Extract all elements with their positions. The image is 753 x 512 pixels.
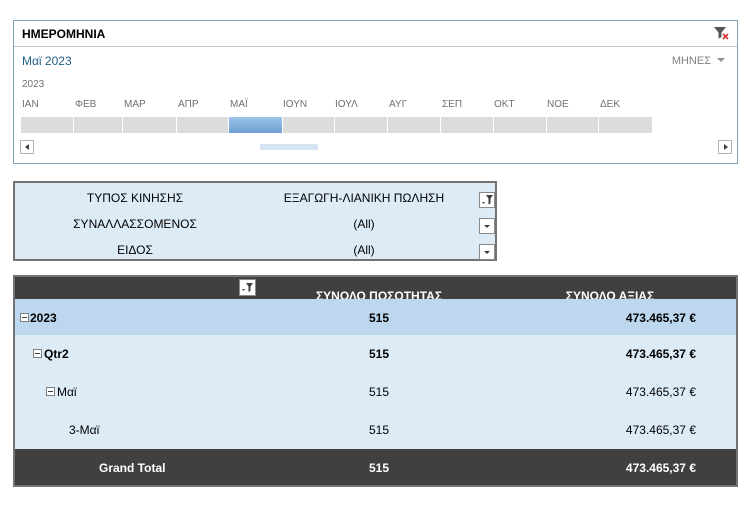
timeline-slicer: ΗΜΕΡΟΜΗΝΙΑ Μαϊ 2023 ΜΗΝΕΣ 2023 ΙΑΝ ΦΕΒ Μ… — [13, 20, 738, 164]
collapse-icon[interactable] — [33, 349, 42, 358]
month-label: ΙΟΥΝ — [283, 99, 308, 110]
filter-row: ΕΙΔΟΣ (All) — [15, 237, 495, 263]
arrow-right-icon — [724, 144, 728, 150]
timeline-selected-range: Μαϊ 2023 — [22, 54, 72, 68]
grand-total-value: 473.465,37 € — [625, 461, 696, 475]
arrow-left-icon — [25, 144, 29, 150]
row-value: 473.465,37 € — [625, 311, 696, 325]
time-level-dropdown[interactable]: ΜΗΝΕΣ — [672, 55, 725, 67]
collapse-icon[interactable] — [20, 313, 29, 322]
pivot-grand-total-row: Grand Total 515 473.465,37 € — [15, 449, 736, 485]
filter-dropdown-button[interactable] — [479, 192, 495, 208]
month-label: ΑΥΓ — [389, 99, 408, 110]
pivot-row-year: 2023 515 473.465,37 € — [15, 299, 736, 335]
filter-value: (All) — [353, 243, 375, 257]
filter-label: ΤΥΠΟΣ ΚΙΝΗΣΗΣ — [86, 191, 184, 205]
month-label: ΙΟΥΛ — [335, 99, 358, 110]
timeline-title: ΗΜΕΡΟΜΗΝΙΑ — [22, 27, 106, 41]
timeline-month-bar-aug[interactable] — [388, 117, 440, 133]
month-label: ΜΑΡ — [124, 99, 146, 110]
scroll-left-button[interactable] — [20, 140, 34, 154]
funnel-filter-icon — [482, 195, 493, 205]
pivot-table: ΣΥΝΟΛΟ ΠΟΣΟΤΗΤΑΣ ΣΥΝΟΛΟ ΑΞΙΑΣ 2023 515 4… — [13, 275, 738, 487]
row-labels-filter-button[interactable] — [239, 279, 256, 296]
row-qty: 515 — [368, 385, 390, 399]
month-label: ΦΕΒ — [75, 99, 97, 110]
chevron-down-icon — [484, 251, 490, 254]
month-label: ΟΚΤ — [494, 99, 515, 110]
row-label: 2023 — [30, 311, 57, 325]
pivot-row-month: Μαϊ 515 473.465,37 € — [15, 373, 736, 411]
grand-total-qty: 515 — [368, 461, 390, 475]
pivot-header-row: ΣΥΝΟΛΟ ΠΟΣΟΤΗΤΑΣ ΣΥΝΟΛΟ ΑΞΙΑΣ — [15, 277, 736, 303]
time-level-label: ΜΗΝΕΣ — [671, 55, 711, 67]
pivot-report-filters: ΤΥΠΟΣ ΚΙΝΗΣΗΣ ΕΞΑΓΩΓΗ-ΛΙΑΝΙΚΗ ΠΩΛΗΣΗ ΣΥΝ… — [13, 181, 497, 261]
clear-filter-icon[interactable] — [713, 25, 729, 41]
row-value: 473.465,37 € — [625, 347, 696, 361]
timeline-month-bar-dec[interactable] — [599, 117, 652, 133]
row-value: 473.465,37 € — [625, 423, 696, 437]
filter-label: ΕΙΔΟΣ — [117, 243, 153, 257]
row-qty: 515 — [368, 347, 390, 361]
timeline-header: ΗΜΕΡΟΜΗΝΙΑ — [14, 21, 737, 47]
scroll-thumb[interactable] — [260, 144, 318, 150]
timeline-month-bar-jun[interactable] — [283, 117, 334, 133]
collapse-icon[interactable] — [46, 387, 55, 396]
timeline-year-label: 2023 — [22, 79, 45, 90]
row-label: Qtr2 — [44, 347, 69, 361]
row-qty: 515 — [368, 311, 390, 325]
filter-dropdown-button[interactable] — [479, 218, 495, 234]
scroll-right-button[interactable] — [718, 140, 732, 154]
chevron-down-icon — [484, 225, 490, 228]
grand-total-label: Grand Total — [99, 461, 166, 475]
month-label: ΝΟΕ — [547, 99, 569, 110]
row-value: 473.465,37 € — [625, 385, 696, 399]
pivot-row-day: 3-Μαϊ 515 473.465,37 € — [15, 411, 736, 449]
filter-dropdown-button[interactable] — [479, 244, 495, 260]
timeline-month-bar-jul[interactable] — [335, 117, 387, 133]
filter-label: ΣΥΝΑΛΛΑΣΣΟΜΕΝΟΣ — [73, 217, 197, 231]
timeline-month-bar-jan[interactable] — [21, 117, 73, 133]
row-label: Μαϊ — [57, 385, 77, 399]
funnel-filter-icon — [242, 283, 253, 292]
month-label: ΔΕΚ — [600, 99, 621, 110]
timeline-month-bar-mar[interactable] — [123, 117, 176, 133]
month-label: ΣΕΠ — [442, 99, 463, 110]
timeline-month-bar-feb[interactable] — [74, 117, 122, 133]
row-qty: 515 — [368, 423, 390, 437]
timeline-month-bar-nov[interactable] — [547, 117, 598, 133]
timeline-month-bar-may[interactable] — [229, 117, 282, 133]
timeline-month-bar-oct[interactable] — [494, 117, 546, 133]
filter-row: ΣΥΝΑΛΛΑΣΣΟΜΕΝΟΣ (All) — [15, 211, 495, 237]
month-label: ΜΑΪ — [230, 99, 248, 110]
filter-value: (All) — [353, 217, 375, 231]
timeline-scrollbar[interactable] — [20, 140, 732, 156]
month-label: ΙΑΝ — [22, 99, 39, 110]
chevron-down-icon — [717, 58, 725, 62]
filter-value: ΕΞΑΓΩΓΗ-ΛΙΑΝΙΚΗ ΠΩΛΗΣΗ — [283, 191, 445, 205]
month-label: ΑΠΡ — [178, 99, 199, 110]
timeline-month-bar-apr[interactable] — [177, 117, 228, 133]
filter-row: ΤΥΠΟΣ ΚΙΝΗΣΗΣ ΕΞΑΓΩΓΗ-ΛΙΑΝΙΚΗ ΠΩΛΗΣΗ — [15, 185, 495, 211]
pivot-row-quarter: Qtr2 515 473.465,37 € — [15, 335, 736, 373]
row-label: 3-Μαϊ — [69, 423, 100, 437]
timeline-month-bar-sep[interactable] — [441, 117, 493, 133]
